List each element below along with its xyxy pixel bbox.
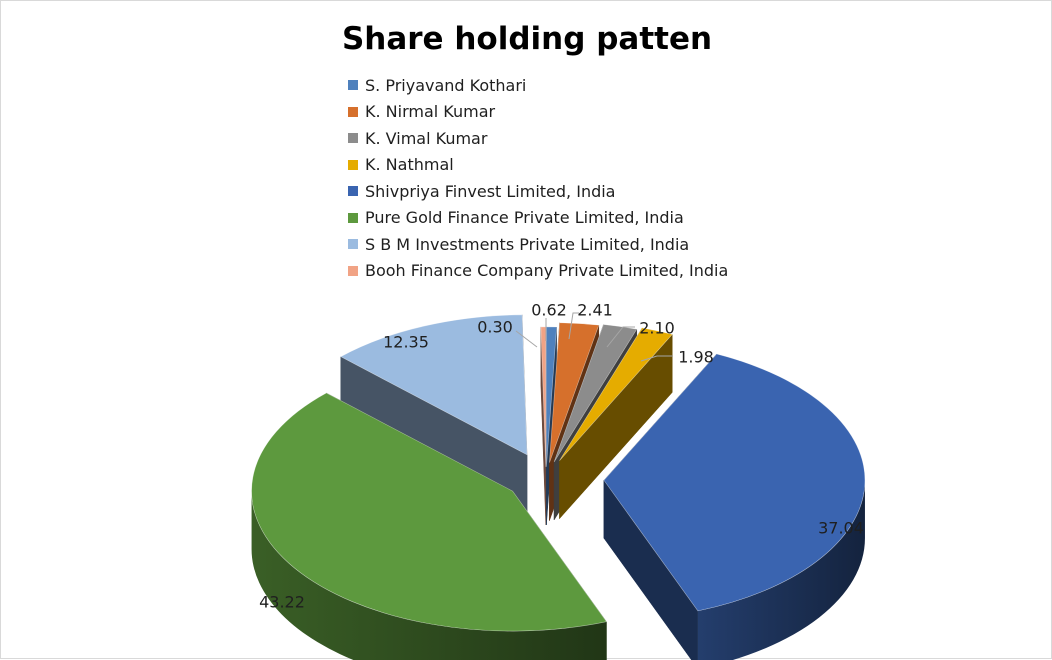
leader-line: [606, 326, 635, 348]
data-label-booh-finance-company-private-limited-india: 0.30: [477, 318, 513, 337]
pie-slice-booh-finance-company-private-limited-india: [540, 326, 547, 525]
data-label-s-priyavand-kothari: 0.62: [531, 301, 567, 320]
legend-item-pure-gold-finance-private-limited-india: Pure Gold Finance Private Limited, India: [348, 205, 728, 232]
leader-line: [515, 330, 538, 348]
legend-label: S B M Investments Private Limited, India: [365, 234, 690, 254]
pie-slice-s-b-m-investments-private-limited-india: [340, 314, 528, 514]
legend-swatch: [348, 80, 358, 91]
legend-label: K. Nathmal: [365, 155, 454, 175]
pie-slice-k-nathmal: [559, 326, 673, 520]
legend-item-booh-finance-company-private-limited-india: Booh Finance Company Private Limited, In…: [348, 258, 728, 285]
data-label-k-nathmal: 1.98: [678, 348, 714, 367]
data-label-s-b-m-investments-private-limited-india: 12.35: [383, 333, 429, 352]
legend-swatch: [348, 186, 358, 197]
legend-swatch: [348, 106, 358, 117]
data-label-shivpriya-finvest-limited-india: 37.04: [818, 519, 864, 538]
legend-swatch: [348, 239, 358, 250]
legend-item-s-priyavand-kothari: S. Priyavand Kothari: [348, 72, 728, 99]
legend-item-k-nirmal-kumar: K. Nirmal Kumar: [348, 99, 728, 126]
pie-slice-shivpriya-finvest-limited-india: [603, 353, 866, 660]
legend-item-k-nathmal: K. Nathmal: [348, 152, 728, 179]
legend-label: K. Nirmal Kumar: [365, 102, 496, 122]
legend-label: Booh Finance Company Private Limited, In…: [365, 261, 729, 281]
legend-label: Pure Gold Finance Private Limited, India: [365, 208, 684, 228]
data-label-k-vimal-kumar: 2.10: [639, 319, 675, 338]
data-label-k-nirmal-kumar: 2.41: [577, 301, 613, 320]
legend-label: Shivpriya Finvest Limited, India: [365, 181, 616, 201]
data-label-pure-gold-finance-private-limited-india: 43.22: [259, 593, 305, 612]
legend-swatch: [348, 159, 358, 170]
legend-item-k-vimal-kumar: K. Vimal Kumar: [348, 125, 728, 152]
legend-swatch: [348, 212, 358, 223]
legend: S. Priyavand Kothari K. Nirmal Kumar K. Vi…: [348, 72, 728, 284]
legend-item-s-b-m-investments-private-limited-india: S B M Investments Private Limited, India: [348, 231, 728, 258]
legend-item-shivpriya-finvest-limited-india: Shivpriya Finvest Limited, India: [348, 178, 728, 205]
chart-title: Share holding patten: [341, 21, 713, 57]
legend-label: K. Vimal Kumar: [365, 128, 488, 148]
legend-label: S. Priyavand Kothari: [365, 75, 527, 95]
pie-slice-pure-gold-finance-private-limited-india: [251, 392, 608, 660]
leader-line: [568, 312, 579, 340]
legend-swatch: [348, 133, 358, 144]
legend-swatch: [348, 265, 358, 276]
leader-line: [640, 355, 673, 362]
